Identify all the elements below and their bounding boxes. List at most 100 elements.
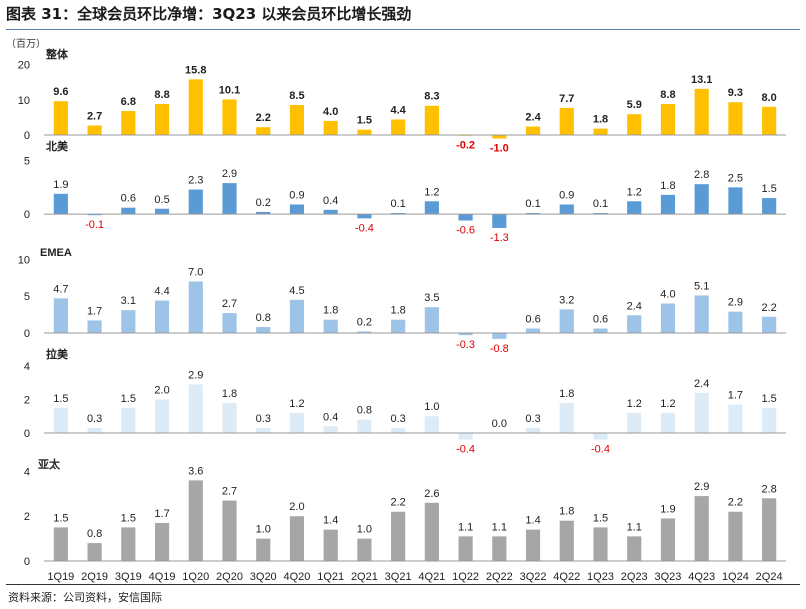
y-tick-label: 0 [24,130,30,142]
data-label: 2.0 [289,501,304,513]
y-tick-label: 0 [24,328,30,340]
bar [424,105,439,135]
bar [87,214,102,216]
bar [694,88,709,135]
bar [660,103,676,135]
bar [222,500,237,561]
bar [627,114,642,135]
x-tick-label: 4Q22 [553,571,580,583]
data-label: 4.0 [660,289,675,301]
data-label: -1.0 [490,142,509,154]
bar [559,309,574,333]
bar [53,193,68,215]
bar [53,101,68,135]
data-label: 4.0 [323,106,338,118]
data-label: 1.5 [761,183,776,195]
bar [458,332,473,336]
data-label: 8.3 [424,91,439,103]
bar [256,327,271,333]
source-rule [6,584,800,585]
data-label: 1.5 [121,393,136,405]
bar [424,201,439,215]
data-label: -0.4 [355,222,374,234]
bar [525,427,541,433]
bar [660,194,676,215]
data-label: 1.0 [424,401,439,413]
bar [458,214,473,221]
bar [559,520,574,561]
bar [728,311,743,333]
bar [627,536,642,561]
data-label: 0.3 [256,413,271,425]
bar [424,502,439,561]
source-note: 资料来源：公司资料，安信国际 [8,591,162,604]
data-label: 3.2 [559,294,574,306]
data-label: 2.4 [627,300,642,312]
unit-label: （百万） [6,38,46,50]
data-label: 1.1 [627,521,642,533]
data-label: 2.0 [154,384,169,396]
data-label: 0.1 [390,198,405,210]
bar [593,213,608,215]
data-label: 0.8 [87,528,102,540]
bar [391,213,406,215]
bar [289,105,305,135]
data-label: 5.1 [694,280,709,292]
figure-title: 图表 31：全球会员环比净增：3Q23 以来会员环比增长强劲 [6,5,412,23]
bar [87,320,102,333]
bar [627,315,642,333]
x-tick-label: 1Q20 [182,571,209,583]
bar [391,319,406,333]
data-label: 0.8 [256,312,271,324]
bar [762,198,777,215]
bar [492,536,507,561]
data-label: 9.6 [53,86,68,98]
bar [256,211,271,215]
title-rule [6,29,800,30]
bar [492,214,507,228]
bar [289,204,305,215]
data-label: 1.7 [154,508,169,520]
data-label: 1.5 [761,393,776,405]
data-label: 0.4 [323,195,338,207]
data-label: -0.6 [456,225,475,237]
data-label: 1.5 [357,115,372,127]
data-label: 0.9 [289,189,304,201]
data-label: 0.6 [525,314,540,326]
data-label: 1.2 [289,398,304,410]
bar [559,204,574,215]
x-tick-label: 4Q19 [149,571,176,583]
data-label: 0.5 [154,194,169,206]
bar [694,496,709,561]
x-tick-label: 2Q23 [621,571,648,583]
data-label: 2.2 [761,302,776,314]
bar [323,426,338,433]
bar [87,543,102,561]
data-label: 0.6 [593,314,608,326]
x-tick-label: 2Q21 [351,571,378,583]
data-label: 0.4 [323,411,338,423]
data-label: 1.8 [323,305,338,317]
data-label: 1.5 [53,393,68,405]
bar [323,120,338,135]
bar [357,331,372,333]
data-label: 2.4 [694,378,709,390]
bar [87,427,102,433]
data-label: -0.4 [456,444,475,456]
bar [694,295,709,333]
data-label: 0.2 [256,197,271,209]
data-label: 4.5 [289,285,304,297]
bar [357,129,372,135]
bar [222,183,237,215]
data-label: 2.2 [728,497,743,509]
x-tick-label: 4Q23 [688,571,715,583]
bar [391,427,406,433]
x-tick-label: 1Q24 [722,571,749,583]
bar [593,432,608,440]
y-tick-label: 5 [24,291,30,303]
y-tick-label: 4 [24,466,30,478]
data-label: 2.2 [390,497,405,509]
x-tick-label: 4Q21 [418,571,445,583]
data-label: 8.8 [154,89,169,101]
